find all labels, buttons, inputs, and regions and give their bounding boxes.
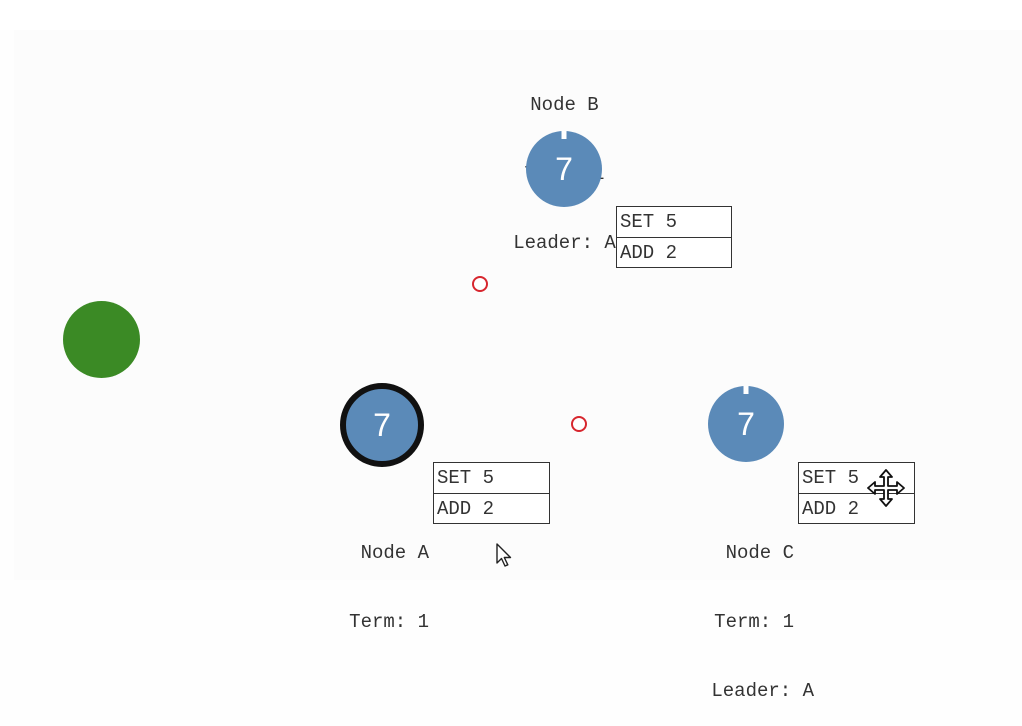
node-a-value: 7 [373, 406, 391, 443]
node-a-name: Node A [360, 542, 429, 564]
node-c-leader: Leader: A [711, 680, 814, 702]
node-b-value: 7 [555, 150, 573, 187]
node-a-label: Node A Term: 1 [325, 496, 429, 657]
node-a-log-entry-1: SET 5 [437, 467, 495, 489]
node-a-log: SET 5 ADD 2 [433, 462, 550, 524]
node-c-log-entry-1: SET 5 [802, 467, 860, 489]
move-cursor-icon [867, 469, 905, 507]
node-a[interactable]: 7 [340, 383, 424, 467]
top-band [0, 0, 1022, 30]
node-c-name: Node C [725, 542, 794, 564]
message-dot-1 [472, 276, 488, 292]
node-b-name: Node B [530, 94, 599, 116]
node-c-value: 7 [737, 405, 755, 442]
node-a-log-entry-2: ADD 2 [434, 493, 549, 523]
node-c-log-entry-2: ADD 2 [799, 493, 914, 523]
node-c[interactable]: 7 [708, 386, 784, 462]
node-b-leader: Leader: A [513, 232, 616, 254]
node-c-term: Term: 1 [714, 611, 794, 633]
node-b-log: SET 5 ADD 2 [616, 206, 732, 268]
client-node[interactable] [63, 301, 140, 378]
node-b[interactable]: 7 [526, 131, 602, 207]
arrow-cursor-icon [496, 543, 512, 567]
node-c-log: SET 5 ADD 2 [798, 462, 915, 524]
node-b-timer-tick [561, 131, 567, 139]
node-b-log-entry-2: ADD 2 [617, 237, 731, 267]
node-a-term: Term: 1 [349, 611, 429, 633]
node-b-log-entry-1: SET 5 [620, 211, 678, 233]
node-c-label: Node C Term: 1 Leader: A [672, 496, 814, 726]
message-dot-2 [571, 416, 587, 432]
node-c-timer-tick [743, 386, 749, 394]
